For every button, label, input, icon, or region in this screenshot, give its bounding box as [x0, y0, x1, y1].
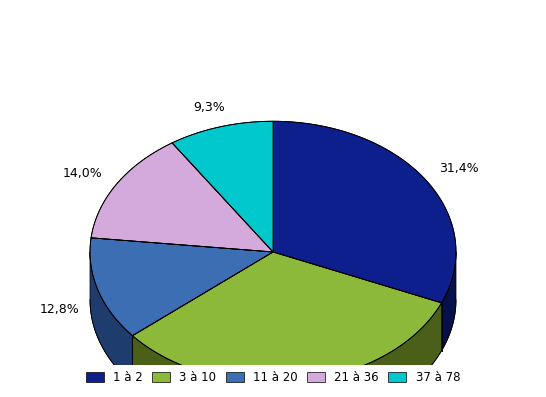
Polygon shape: [90, 238, 273, 336]
Text: 12,8%: 12,8%: [39, 303, 79, 316]
Polygon shape: [273, 121, 456, 303]
Polygon shape: [133, 303, 442, 397]
Text: 14,0%: 14,0%: [62, 167, 102, 180]
Legend: 1 à 2, 3 à 10, 11 à 20, 21 à 36, 37 à 78: 1 à 2, 3 à 10, 11 à 20, 21 à 36, 37 à 78: [81, 367, 465, 389]
Polygon shape: [442, 252, 456, 351]
Polygon shape: [90, 252, 133, 384]
Polygon shape: [133, 252, 442, 383]
Polygon shape: [91, 143, 273, 252]
Text: 9,3%: 9,3%: [193, 102, 224, 114]
Polygon shape: [172, 121, 273, 252]
Text: 31,4%: 31,4%: [440, 162, 479, 175]
